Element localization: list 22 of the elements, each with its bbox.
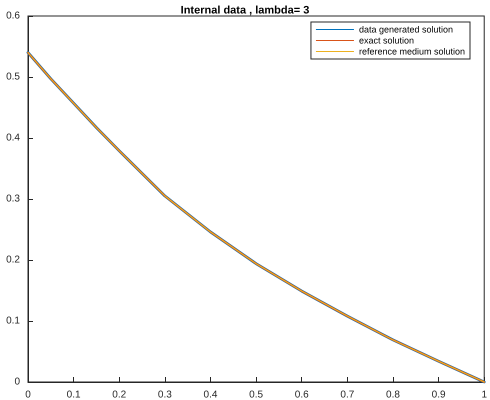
y-tick-label: 0 xyxy=(14,376,20,388)
y-tick-label: 0.5 xyxy=(6,72,20,82)
y-tick-label: 0.1 xyxy=(6,316,20,326)
x-tick-label: 0.5 xyxy=(249,390,264,400)
x-tick-label: 0.4 xyxy=(204,390,218,400)
chart-title: Internal data , lambda= 3 xyxy=(180,4,310,16)
legend-label: reference medium solution xyxy=(358,46,466,56)
x-tick-label: 0.1 xyxy=(66,390,82,400)
x-tick-label: 0.9 xyxy=(432,390,446,400)
legend-label: data generated solution xyxy=(358,24,454,34)
x-tick-label: 0.8 xyxy=(386,390,400,400)
legend-label: exact solution xyxy=(358,36,414,46)
y-tick-label: 0.6 xyxy=(6,10,20,22)
x-tick-label: 0.6 xyxy=(294,390,310,400)
x-tick-label: 1 xyxy=(481,390,488,400)
x-tick-label: 0.7 xyxy=(340,390,355,400)
x-tick-label: 0.3 xyxy=(158,390,172,400)
x-tick-label: 0 xyxy=(25,390,32,400)
y-tick-label: 0.3 xyxy=(6,194,20,204)
y-tick-label: 0.4 xyxy=(6,132,20,144)
x-tick-label: 0.2 xyxy=(112,390,127,400)
y-tick-label: 0.2 xyxy=(6,254,20,266)
